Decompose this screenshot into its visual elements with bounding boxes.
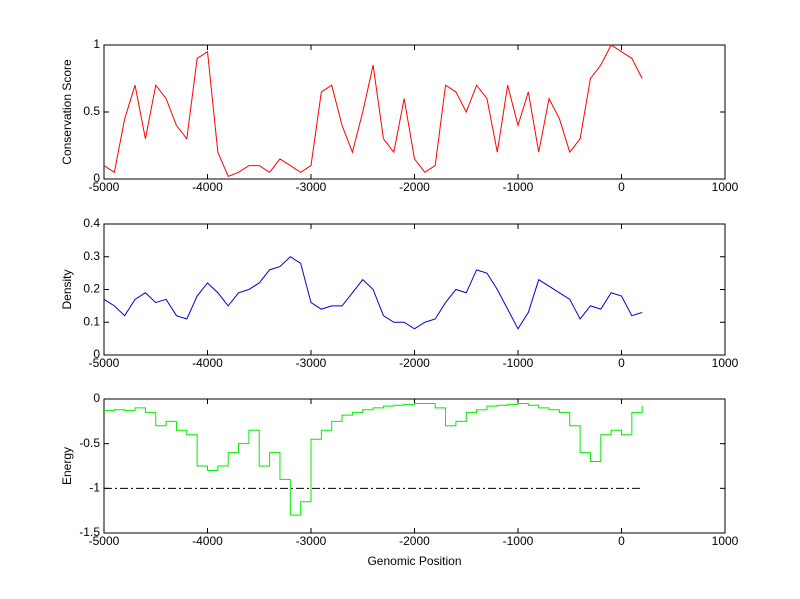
data-line [103, 256, 643, 330]
x-tick-label: -5000 [89, 180, 120, 194]
subplot: -5000 -4000 -3000 -2000 -1000 0 1000 -1.5 -1 -0.5… [60, 391, 738, 568]
subplot: -5000 -4000 -3000 -2000 -1000 0 1000 0 0.5 1 Conse… [60, 37, 738, 194]
x-tick-label: 0 [618, 534, 625, 548]
x-axis-label: Genomic Position [367, 554, 461, 568]
data-line [103, 44, 643, 177]
x-tick-label: 1000 [712, 534, 739, 548]
x-tick-label: -1000 [503, 534, 534, 548]
y-tick-label: -1 [89, 481, 100, 495]
data-line [104, 402, 643, 516]
y-tick-label: 0 [93, 171, 100, 185]
x-tick-label: -4000 [192, 534, 223, 548]
x-tick-label: -2000 [399, 180, 430, 194]
x-tick-label: -4000 [192, 180, 223, 194]
y-tick-label: -0.5 [79, 436, 100, 450]
y-axis-label: Conservation Score [60, 59, 74, 165]
x-tick-label: -5000 [89, 534, 120, 548]
y-tick-label: 0.3 [83, 249, 100, 263]
x-tick-label: 1000 [712, 180, 739, 194]
x-tick-label: -3000 [296, 534, 327, 548]
x-tick-label: -2000 [399, 356, 430, 370]
x-tick-label: -5000 [89, 356, 120, 370]
x-tick-label: 0 [618, 180, 625, 194]
x-tick-label: -1000 [503, 180, 534, 194]
subplot: -5000 -4000 -3000 -2000 -1000 0 1000 0 0.1 0.2 0.3… [60, 216, 738, 370]
y-tick-label: 0 [93, 391, 100, 405]
axes-box [103, 223, 726, 356]
y-tick-label: 0 [93, 347, 100, 361]
y-tick-label: 0.4 [83, 216, 100, 230]
y-axis-label: Density [60, 269, 74, 309]
x-tick-label: -2000 [399, 534, 430, 548]
x-tick-label: 1000 [712, 356, 739, 370]
x-tick-label: -1000 [503, 356, 534, 370]
x-tick-label: -3000 [296, 180, 327, 194]
x-tick-label: 0 [618, 356, 625, 370]
y-tick-label: 1 [93, 37, 100, 51]
y-tick-label: 0.5 [83, 104, 100, 118]
y-tick-label: -1.5 [79, 525, 100, 539]
x-tick-label: -3000 [296, 356, 327, 370]
y-tick-label: 0.2 [83, 282, 100, 296]
y-tick-label: 0.1 [83, 314, 100, 328]
x-tick-label: -4000 [192, 356, 223, 370]
y-axis-label: Energy [60, 447, 74, 485]
